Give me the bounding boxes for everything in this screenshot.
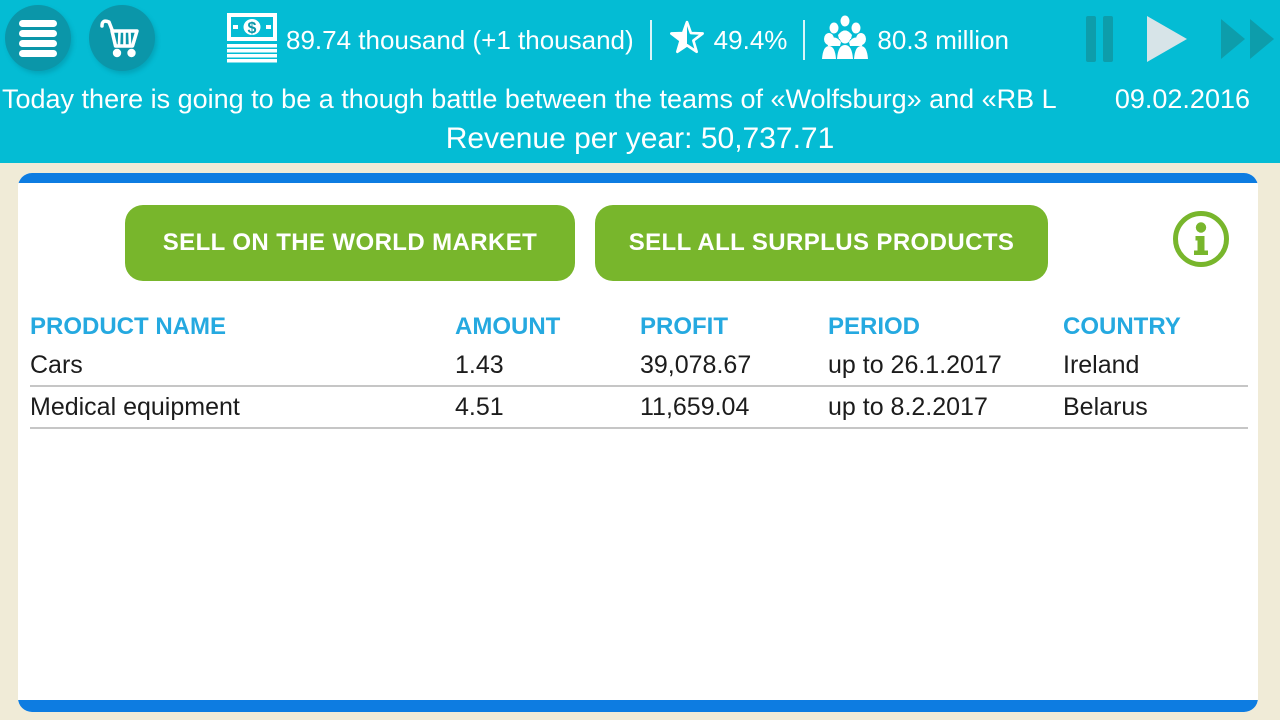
cell-amount: 4.51 [455,392,504,421]
header-country: COUNTRY [1063,313,1181,340]
news-ticker: Today there is going to be a though batt… [0,80,1280,118]
info-button[interactable] [1172,210,1230,268]
fast-forward-icon [1221,18,1274,62]
menu-button[interactable] [5,5,71,71]
population-value: 80.3 million [877,24,1009,55]
cell-product: Cars [30,350,83,379]
rating-stat[interactable]: 49.4% [668,18,788,63]
panel-top-border [18,173,1258,183]
money-value: 89.74 thousand (+1 thousand) [286,24,634,55]
sell-all-surplus-button[interactable]: SELL ALL SURPLUS PRODUCTS [595,205,1048,281]
hamburger-menu-icon [5,5,71,71]
cell-profit: 39,078.67 [640,350,752,379]
money-icon: $ [226,10,278,70]
cell-country: Belarus [1063,392,1148,421]
market-panel: SELL ON THE WORLD MARKET SELL ALL SURPLU… [18,173,1258,712]
contracts-table: PRODUCT NAME AMOUNT PROFIT PERIOD COUNTR… [30,309,1248,429]
shop-button[interactable] [89,5,155,71]
play-button[interactable] [1147,15,1187,65]
hud-stats: $ 89.74 thousand (+1 thousand) [226,0,1009,80]
header-amount: AMOUNT [455,313,561,340]
stat-separator [649,20,652,60]
speed-controls [1086,0,1274,80]
panel-body: SELL ON THE WORLD MARKET SELL ALL SURPLU… [18,183,1258,700]
half-star-icon [668,18,706,63]
revenue-per-year-label: Revenue per year: 50,737.71 [445,122,835,155]
table-header-row: PRODUCT NAME AMOUNT PROFIT PERIOD COUNTR… [30,309,1248,345]
rating-value: 49.4% [713,24,788,55]
cell-period: up to 8.2.2017 [828,392,988,421]
news-ticker-text: Today there is going to be a though batt… [2,84,1057,114]
pause-button[interactable] [1086,15,1113,65]
cell-amount: 1.43 [455,350,504,379]
header-product-name: PRODUCT NAME [30,313,226,340]
header-profit: PROFIT [640,313,728,340]
fast-forward-button[interactable] [1221,18,1274,62]
panel-bottom-border [18,700,1258,712]
cell-profit: 11,659.04 [640,392,750,421]
top-hud: $ 89.74 thousand (+1 thousand) [0,0,1280,163]
svg-text:$: $ [248,20,257,37]
cell-country: Ireland [1063,350,1140,379]
info-icon [1172,211,1230,271]
sell-world-market-button[interactable]: SELL ON THE WORLD MARKET [125,205,575,281]
stat-separator [803,20,806,60]
people-group-icon [821,13,869,68]
header-period: PERIOD [828,313,921,340]
money-stat[interactable]: $ 89.74 thousand (+1 thousand) [226,10,634,70]
shopping-cart-icon [89,5,155,71]
cell-period: up to 26.1.2017 [828,350,1002,379]
play-icon [1147,15,1187,65]
cell-product: Medical equipment [30,392,240,421]
game-date: 09.02.2016 [1100,80,1250,118]
table-row[interactable]: Medical equipment 4.51 11,659.04 up to 8… [30,387,1248,429]
content-area: SELL ON THE WORLD MARKET SELL ALL SURPLU… [0,163,1280,720]
pause-icon [1086,15,1113,65]
population-stat[interactable]: 80.3 million [821,13,1009,68]
status-bar: $ 89.74 thousand (+1 thousand) [0,0,1280,80]
table-row[interactable]: Cars 1.43 39,078.67 up to 26.1.2017 Irel… [30,345,1248,387]
